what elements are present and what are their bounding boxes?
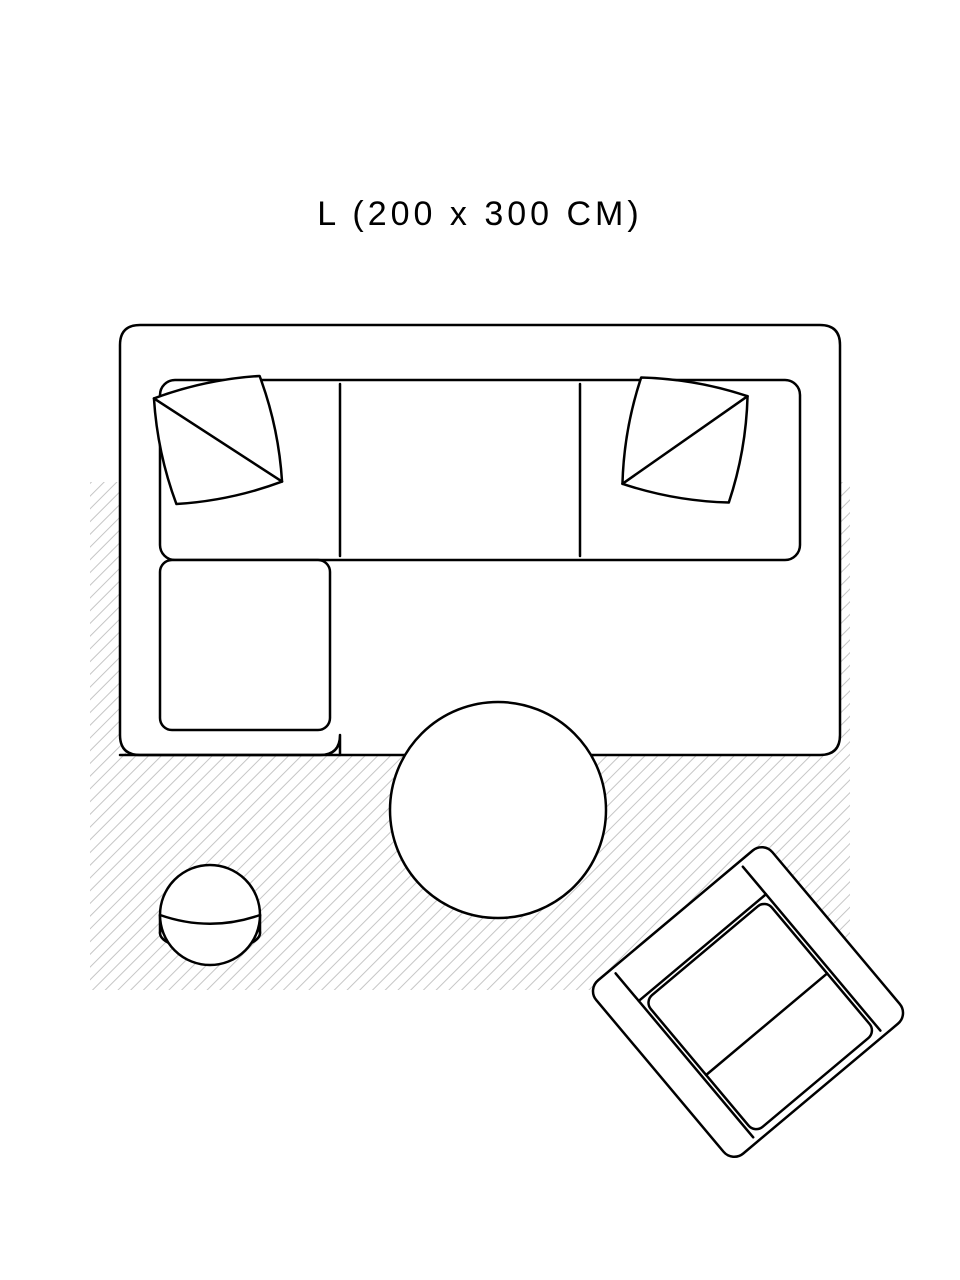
coffee-table bbox=[390, 702, 606, 918]
sofa-pillow bbox=[149, 371, 287, 509]
diagram-container: L (200 x 300 CM) bbox=[0, 0, 960, 1280]
floorplan-svg bbox=[0, 0, 960, 1280]
stool bbox=[160, 865, 260, 965]
sofa-pillow bbox=[618, 373, 752, 507]
sofa-chaise-cushion bbox=[160, 560, 330, 730]
